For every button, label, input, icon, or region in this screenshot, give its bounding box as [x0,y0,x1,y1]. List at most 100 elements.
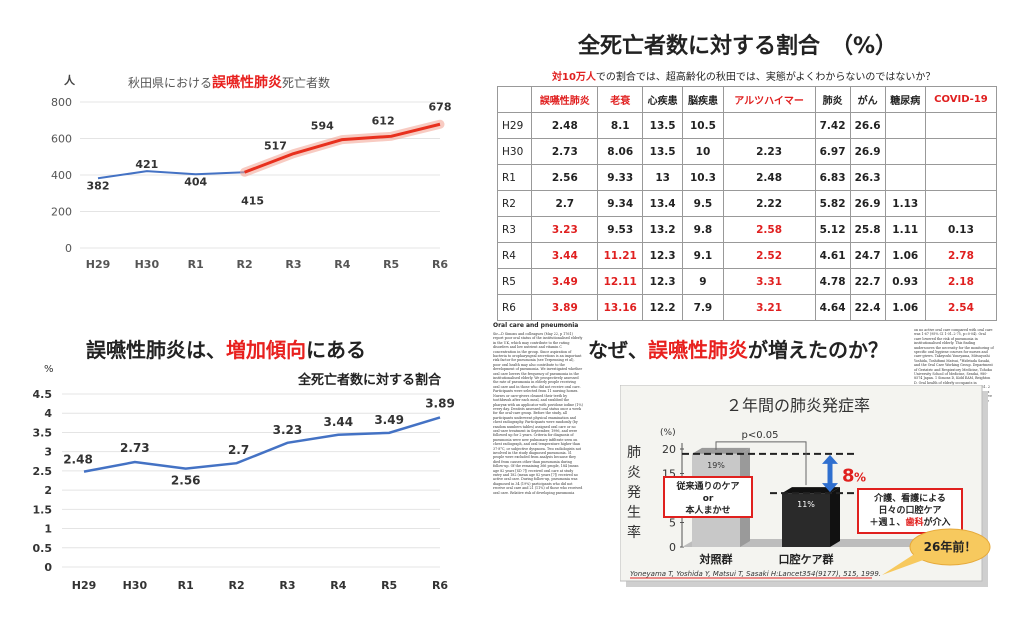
table-cell: 7.42 [814,112,851,139]
series-line-late [244,122,441,174]
table-cell: 13.4 [641,190,684,217]
paper-text-left: Sir—D Simons and colleagues (May 22, p 1… [493,332,583,495]
data-label: 2.56 [171,474,201,488]
table-cell [884,164,926,191]
x-tick-label: R4 [330,579,346,592]
table-cell: 2.54 [924,294,998,321]
y-tick-label: 1 [44,523,52,536]
table-cell: 8.06 [597,138,643,165]
trend-heading-em: 増加傾向 [226,338,306,362]
table-cell: 13 [641,164,684,191]
table-cell: 3.21 [722,294,816,321]
y-tick-label: 5 [669,517,676,530]
callout-text: 26年前！ [924,539,977,554]
data-label: 421 [135,158,158,171]
table-cell: 3.44 [531,242,599,269]
data-label: 2.48 [63,453,93,467]
table-header-cell: 肺炎 [814,86,851,113]
x-tick-label: R3 [279,579,295,592]
table-cell: 2.78 [924,242,998,269]
table-cell: 1.06 [884,242,926,269]
difference-arrow-head-up [822,454,838,464]
y-tick-label: 3.5 [33,426,53,439]
x-tick-label: R5 [383,258,399,271]
series-line-early [97,170,245,180]
question-pre: なぜ、 [588,338,648,362]
callout-bubble [909,528,991,566]
ratio-chart-title: 全死亡者数に対する割合 [298,373,442,388]
oral-care-text-em: 歯科 [905,516,923,528]
table-cell: 10.5 [682,112,724,139]
y-axis-label-char: 率 [627,524,641,541]
oral-care-box [857,488,963,534]
x-tick-label: H30 [123,579,148,592]
table-header-cell: がん [849,86,886,113]
table-cell: 0.13 [924,216,998,243]
table-cell: 9 [682,268,724,295]
data-label: 678 [429,100,452,113]
group-label-control: 対照群 [699,552,733,566]
title-post: 死亡者数 [282,76,331,90]
ratio-line-chart: 0 0.5 1 1.5 2 2.5 3 3.5 4 4.5 H29 H30 R1 R2 R3 R4 R5 R6 2.… [33,388,455,592]
control-care-text: or [703,494,714,504]
subtitle-red: 対10万人 [552,72,596,83]
x-tick-label: R3 [285,258,301,271]
question-heading: なぜ、誤嚥性肺炎が増えたのか？ [586,334,890,363]
table-cell [884,112,926,139]
series-line [83,416,441,473]
table-cell: 6.83 [814,164,851,191]
table-cell: 5.82 [814,190,851,217]
table-cell: 9.5 [682,190,724,217]
table-cell: 13.16 [597,294,643,321]
table-cell: 11.21 [597,242,643,269]
table-cell: 5.12 [814,216,851,243]
y-tick-label: 4 [44,407,52,420]
y-unit: (%) [660,428,676,438]
table-cell: 0.93 [884,268,926,295]
difference-label: 8 [842,466,855,487]
x-tick-label: R1 [178,579,194,592]
difference-unit: % [854,471,866,485]
ratio-table-subtitle: 対10万人での割合では、超高齢化の秋田では、実態がよくわからないのではないか？ [552,68,935,83]
table-cell: 2.22 [722,190,816,217]
x-tick-label: H29 [86,258,111,271]
table-row: R2 2.7 9.34 13.4 9.5 2.22 5.82 26.9 1.13 [496,190,998,217]
table-cell: 26.9 [849,190,886,217]
trend-heading-post: にある [306,338,366,362]
oral-care-text-post: が介入 [924,516,951,528]
table-cell: 7.9 [682,294,724,321]
ratio-table: 誤嚥性肺炎 老衰 心疾患 脳疾患 アルツハイマー 肺炎 がん 糖尿病 COVID-19 H29 2.… [496,86,998,321]
oral-care-text: 介護、看護による [873,492,946,504]
table-cell: 9.53 [597,216,643,243]
table-header-row: 誤嚥性肺炎 老衰 心疾患 脳疾患 アルツハイマー 肺炎 がん 糖尿病 COVID-19 [496,86,998,113]
y-tick-label: 4.5 [33,388,53,401]
y-tick-label: 800 [51,96,72,109]
table-cell: 12.2 [641,294,684,321]
table-cell: 24.7 [849,242,886,269]
table-cell: 13.5 [641,138,684,165]
table-cell: 10.3 [682,164,724,191]
y-tick-label: 0 [65,242,72,255]
table-cell: 9.33 [597,164,643,191]
table-header-cell: COVID-19 [924,86,998,113]
data-label: 382 [87,179,110,192]
top-left-chart-unit: 人 [64,74,75,87]
data-label: 404 [184,175,207,188]
p-value-bracket [715,441,807,486]
x-tick-label: R4 [334,258,350,271]
table-row: R3 3.23 9.53 13.2 9.8 2.58 5.12 25.8 1.11 0.13 [496,216,998,243]
table-cell: 12.11 [597,268,643,295]
table-row: R1 2.56 9.33 13 10.3 2.48 6.83 26.3 [496,164,998,191]
y-axis-label-char: 発 [627,485,641,501]
control-care-box [663,476,753,518]
data-label: 415 [241,194,264,207]
table-cell: 25.8 [849,216,886,243]
table-cell: 3.89 [531,294,599,321]
oral-care-text-pre: ＋週１、 [869,517,905,528]
paper-heading: Oral care and pneumonia [493,322,579,329]
table-header-cell [496,86,533,113]
trend-heading-pre: 誤嚥性肺炎は、 [86,338,226,362]
table-cell: 13.2 [641,216,684,243]
table-cell: 13.5 [641,112,684,139]
table-header-cell: 糖尿病 [884,86,926,113]
